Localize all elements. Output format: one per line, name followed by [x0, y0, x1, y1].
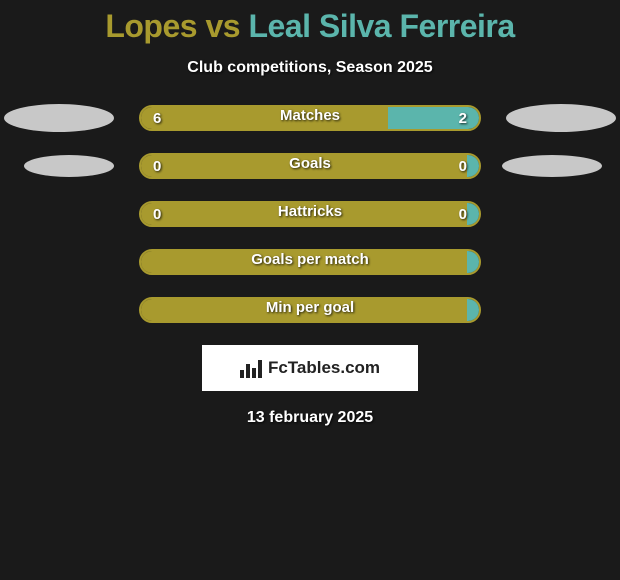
- category-label: Matches: [280, 107, 340, 124]
- stat-row: 00Hattricks: [0, 201, 620, 227]
- stat-row: 00Goals: [0, 153, 620, 179]
- stat-bar: 00Hattricks: [139, 201, 481, 227]
- category-label: Min per goal: [266, 299, 354, 316]
- comparison-title: Lopes vs Leal Silva Ferreira: [0, 0, 620, 45]
- category-label: Goals per match: [251, 251, 369, 268]
- stat-row: Min per goal: [0, 297, 620, 323]
- player2-value: 0: [459, 206, 467, 223]
- stat-bar: 00Goals: [139, 153, 481, 179]
- player2-value: 0: [459, 158, 467, 175]
- player2-segment: 2: [388, 107, 479, 129]
- player1-segment: 6: [141, 107, 388, 129]
- player2-segment: [467, 299, 479, 321]
- player2-name: Leal Silva Ferreira: [248, 8, 514, 44]
- player2-value: 2: [459, 110, 467, 127]
- player2-segment: 0: [467, 203, 479, 225]
- date-label: 13 february 2025: [0, 409, 620, 427]
- player2-ellipse: [502, 155, 602, 177]
- source-badge: FcTables.com: [202, 345, 418, 391]
- player1-value: 0: [153, 158, 161, 175]
- stat-row: Goals per match: [0, 249, 620, 275]
- stat-bar: Min per goal: [139, 297, 481, 323]
- vs-label: vs: [205, 8, 240, 44]
- player2-segment: 0: [467, 155, 479, 177]
- player1-value: 6: [153, 110, 161, 127]
- stat-rows: 62Matches00Goals00HattricksGoals per mat…: [0, 105, 620, 323]
- category-label: Goals: [289, 155, 331, 172]
- chart-icon: [240, 358, 264, 378]
- player2-segment: [467, 251, 479, 273]
- player1-value: 0: [153, 206, 161, 223]
- badge-text: FcTables.com: [268, 358, 380, 378]
- player1-ellipse: [24, 155, 114, 177]
- category-label: Hattricks: [278, 203, 342, 220]
- player2-ellipse: [506, 104, 616, 132]
- stat-row: 6 2 Matches: [0, 105, 620, 131]
- subtitle: Club competitions, Season 2025: [0, 59, 620, 77]
- player1-name: Lopes: [105, 8, 197, 44]
- stat-bar: 6 2 Matches: [139, 105, 481, 131]
- player1-ellipse: [4, 104, 114, 132]
- stat-bar: Goals per match: [139, 249, 481, 275]
